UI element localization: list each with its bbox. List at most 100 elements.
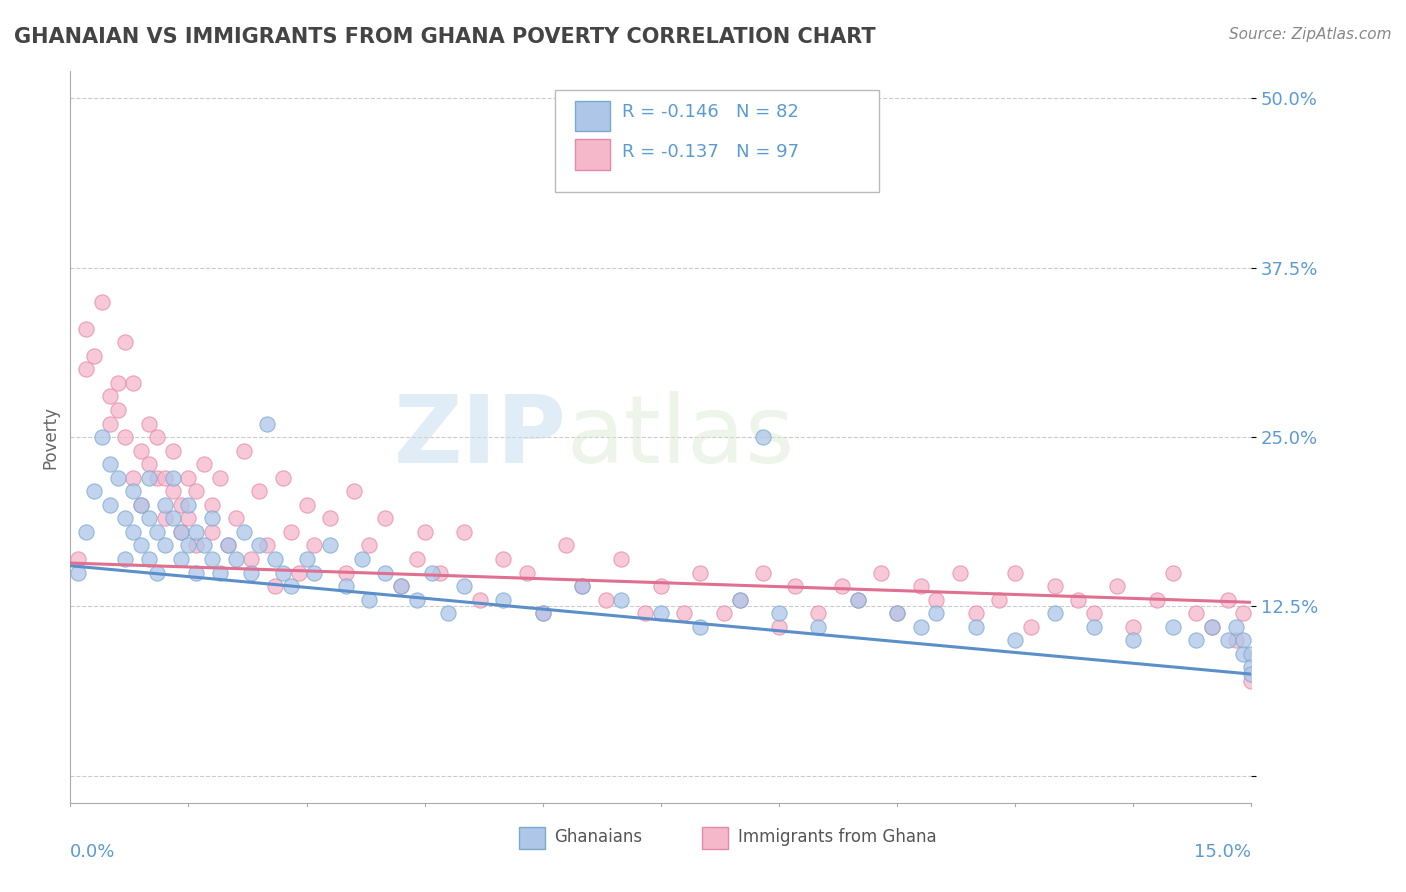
Point xyxy=(1201,620,1223,634)
Point xyxy=(886,606,908,620)
Point xyxy=(177,498,200,512)
Point xyxy=(413,524,436,539)
Y-axis label: Poverty: Poverty xyxy=(41,406,59,468)
Point xyxy=(98,389,121,403)
Point xyxy=(153,511,176,525)
Point xyxy=(75,362,97,376)
Point xyxy=(925,606,948,620)
Point xyxy=(153,498,176,512)
Point xyxy=(374,566,396,580)
Point xyxy=(114,335,136,350)
Point xyxy=(1146,592,1168,607)
Point xyxy=(650,579,672,593)
Point xyxy=(90,430,112,444)
Point xyxy=(728,592,751,607)
Point xyxy=(138,511,160,525)
Point xyxy=(1201,620,1223,634)
Point xyxy=(1122,633,1144,648)
Point xyxy=(1185,606,1208,620)
Point xyxy=(1185,633,1208,648)
Point xyxy=(193,538,215,552)
Point xyxy=(75,322,97,336)
Point xyxy=(186,538,208,552)
Point xyxy=(271,471,294,485)
Point xyxy=(1232,647,1254,661)
Point xyxy=(122,484,145,499)
Point xyxy=(610,592,633,607)
Point xyxy=(1083,620,1105,634)
Point xyxy=(846,592,869,607)
Point xyxy=(107,403,129,417)
Point xyxy=(650,606,672,620)
Point xyxy=(1122,620,1144,634)
Point xyxy=(1216,633,1239,648)
Bar xyxy=(519,827,546,849)
Point xyxy=(389,579,412,593)
Point xyxy=(256,417,278,431)
Point xyxy=(280,524,302,539)
Point xyxy=(492,592,515,607)
Point xyxy=(1019,620,1042,634)
Point xyxy=(208,566,231,580)
Point xyxy=(1216,592,1239,607)
Point xyxy=(75,524,97,539)
Point xyxy=(146,430,169,444)
Point xyxy=(1067,592,1090,607)
Point xyxy=(264,552,287,566)
Point xyxy=(1232,633,1254,648)
Point xyxy=(162,443,184,458)
Point xyxy=(247,484,270,499)
Point xyxy=(83,484,105,499)
Point xyxy=(335,566,357,580)
Point xyxy=(595,592,617,607)
Point xyxy=(169,552,191,566)
Point xyxy=(129,538,152,552)
Point xyxy=(1043,606,1066,620)
Point xyxy=(1043,579,1066,593)
Text: Ghanaians: Ghanaians xyxy=(554,828,643,847)
Point xyxy=(162,484,184,499)
FancyBboxPatch shape xyxy=(554,90,879,192)
Point xyxy=(146,524,169,539)
Point xyxy=(752,430,775,444)
Point xyxy=(949,566,972,580)
Point xyxy=(374,511,396,525)
Point xyxy=(886,606,908,620)
Point xyxy=(107,471,129,485)
Point xyxy=(359,538,381,552)
Point xyxy=(129,498,152,512)
Point xyxy=(162,511,184,525)
Point xyxy=(831,579,853,593)
Point xyxy=(713,606,735,620)
Point xyxy=(422,566,444,580)
Point xyxy=(768,620,790,634)
Point xyxy=(571,579,593,593)
Point xyxy=(186,566,208,580)
Point xyxy=(201,511,224,525)
Point xyxy=(807,620,830,634)
Point xyxy=(1232,606,1254,620)
Point xyxy=(925,592,948,607)
Point xyxy=(201,552,224,566)
Point xyxy=(492,552,515,566)
Point xyxy=(138,471,160,485)
Point xyxy=(90,294,112,309)
Point xyxy=(910,620,932,634)
Point xyxy=(634,606,657,620)
Point xyxy=(129,443,152,458)
Point xyxy=(98,498,121,512)
Point xyxy=(177,538,200,552)
Point xyxy=(138,552,160,566)
Bar xyxy=(702,827,728,849)
Point xyxy=(201,498,224,512)
Point xyxy=(752,566,775,580)
Point xyxy=(169,524,191,539)
Point xyxy=(217,538,239,552)
Point xyxy=(107,376,129,390)
Point xyxy=(295,498,318,512)
Point xyxy=(689,620,711,634)
Point xyxy=(98,417,121,431)
Point xyxy=(1240,667,1263,681)
Point xyxy=(610,552,633,566)
Point xyxy=(280,579,302,593)
